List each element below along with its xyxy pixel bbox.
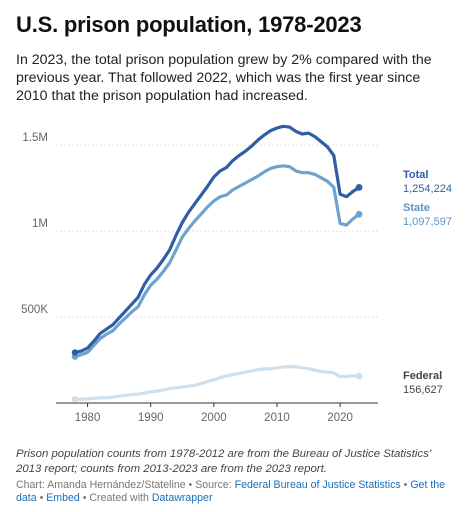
series-start-point-federal <box>71 396 79 403</box>
series-line-total <box>73 124 361 355</box>
chart-title: U.S. prison population, 1978-2023 <box>16 12 362 37</box>
chart-note: Prison population counts from 1978-2012 … <box>16 448 431 475</box>
chart-subtitle: In 2023, the total prison population gre… <box>16 52 432 104</box>
x-tick-label: 1980 <box>75 412 101 424</box>
series-label-federal: Federal <box>403 370 442 382</box>
y-tick-label: 1M <box>32 218 48 230</box>
footer-separator: • <box>400 479 411 491</box>
footer-separator: • <box>36 492 47 504</box>
series-end-point-total <box>355 184 363 191</box>
series-value-label-total: 1,254,224 <box>403 183 452 195</box>
series-value-label-federal: 156,627 <box>403 384 443 396</box>
embed-link[interactable]: Embed <box>46 492 80 504</box>
series-value-label-state: 1,097,597 <box>403 216 452 228</box>
chart-footer: Chart: Amanda Hernández/Stateline • Sour… <box>16 479 456 505</box>
x-tick-label: 1990 <box>138 412 164 424</box>
source-link[interactable]: Federal Bureau of Justice Statistics <box>234 479 401 491</box>
x-tick-label: 2010 <box>264 412 290 424</box>
series-label-state: State <box>403 202 430 214</box>
series-line-federal <box>73 365 361 401</box>
series-end-point-federal <box>355 372 363 380</box>
series-label-total: Total <box>403 169 428 181</box>
x-tick-label: 2020 <box>327 412 353 424</box>
series-start-point-total <box>71 349 79 356</box>
get-data-link[interactable]: Get the data <box>16 479 446 504</box>
footer-created-with: • Created with <box>79 492 152 504</box>
datawrapper-link[interactable]: Datawrapper <box>151 492 213 504</box>
line-chart: 500K 1M 1.5M 1980 1990 2000 2010 2020 Total 1,254… <box>21 124 452 424</box>
series-end-point-state <box>355 210 363 218</box>
series-line-state <box>73 164 361 359</box>
footer-credit: Chart: Amanda Hernández/Stateline • Sour… <box>16 479 235 491</box>
y-tick-label: 1.5M <box>22 132 48 144</box>
y-tick-label: 500K <box>21 304 48 316</box>
x-tick-label: 2000 <box>201 412 227 424</box>
